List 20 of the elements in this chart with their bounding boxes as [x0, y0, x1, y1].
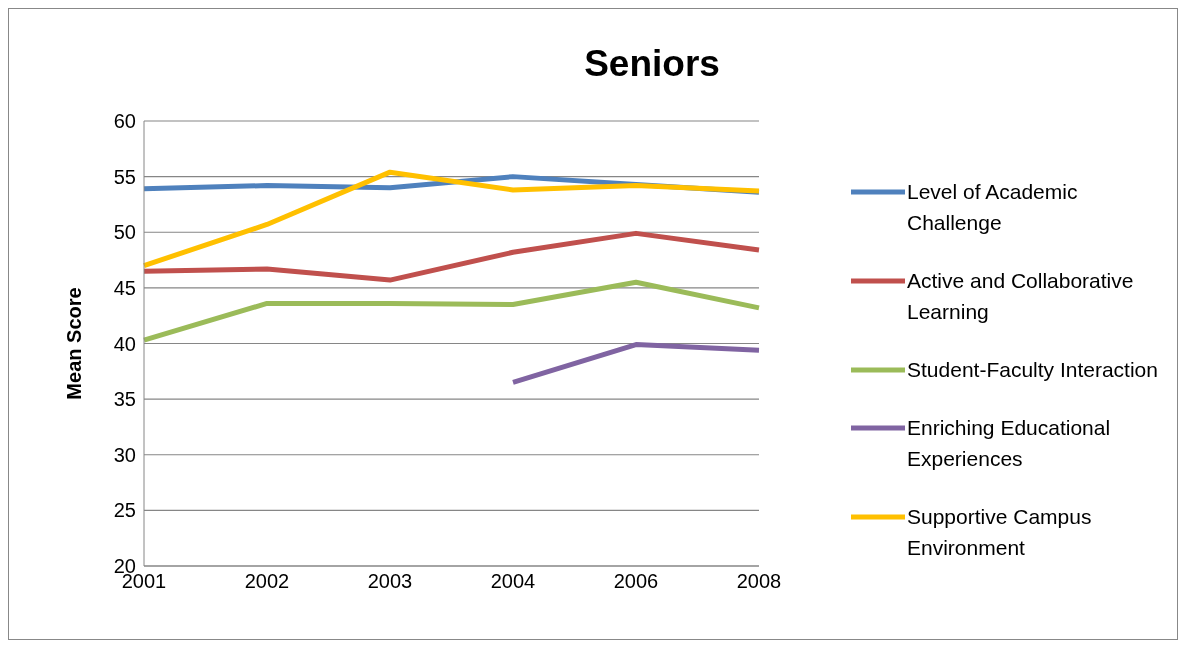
legend-label: Active and Collaborative Learning: [907, 268, 1135, 325]
x-tick-label: 2004: [490, 570, 536, 593]
y-tick-label: 30: [113, 443, 136, 466]
legend-label: Enriching Educational Experiences: [907, 415, 1112, 472]
y-tick-label: 35: [113, 388, 136, 411]
x-tick-label: 2008: [736, 570, 782, 593]
y-tick-label: 60: [113, 110, 136, 133]
legend-label: Supportive Campus Environment: [907, 504, 1093, 561]
chart-title: Seniors: [583, 43, 721, 85]
legend-label: Level of Academic Challenge: [907, 179, 1079, 236]
y-tick-label: 25: [113, 499, 136, 522]
y-axis-title: Mean Score: [63, 287, 86, 400]
y-tick-label: 40: [113, 332, 136, 355]
x-tick-label: 2003: [367, 570, 413, 593]
y-tick-label: 50: [113, 221, 136, 244]
y-tick-label: 55: [113, 165, 136, 188]
y-tick-label: 45: [113, 276, 136, 299]
x-tick-label: 2006: [613, 570, 659, 593]
x-tick-label: 2002: [244, 570, 290, 593]
legend-label: Student-Faculty Interaction: [907, 357, 1158, 383]
